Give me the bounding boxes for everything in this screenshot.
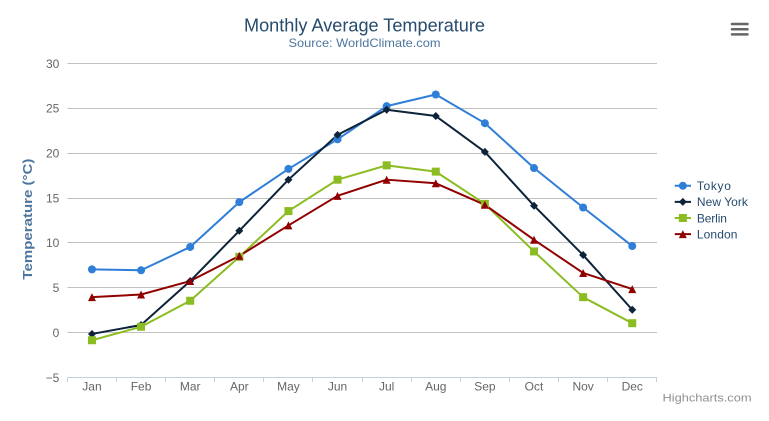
svg-text:Monthly Average Temperature: Monthly Average Temperature bbox=[244, 16, 485, 36]
svg-text:Highcharts.com: Highcharts.com bbox=[663, 392, 752, 404]
svg-text:30: 30 bbox=[46, 57, 60, 71]
svg-text:New York: New York bbox=[697, 195, 749, 209]
svg-text:Oct: Oct bbox=[525, 380, 544, 394]
svg-text:Source: WorldClimate.com: Source: WorldClimate.com bbox=[289, 36, 441, 50]
svg-text:0: 0 bbox=[53, 326, 60, 340]
svg-text:Dec: Dec bbox=[622, 380, 643, 394]
svg-text:Aug: Aug bbox=[425, 380, 446, 394]
svg-text:15: 15 bbox=[46, 191, 60, 205]
svg-text:Tokyo: Tokyo bbox=[697, 179, 731, 193]
svg-text:Jan: Jan bbox=[82, 380, 101, 394]
svg-text:25: 25 bbox=[46, 102, 60, 116]
svg-text:Apr: Apr bbox=[230, 380, 249, 394]
svg-text:Jul: Jul bbox=[379, 380, 394, 394]
svg-text:Temperature (°C): Temperature (°C) bbox=[20, 159, 35, 280]
svg-text:London: London bbox=[697, 227, 738, 241]
svg-text:Nov: Nov bbox=[572, 380, 593, 394]
svg-text:Berlin: Berlin bbox=[697, 211, 727, 225]
svg-text:10: 10 bbox=[46, 236, 60, 250]
svg-text:Jun: Jun bbox=[328, 380, 347, 394]
svg-text:20: 20 bbox=[46, 147, 60, 161]
svg-text:5: 5 bbox=[53, 281, 60, 295]
svg-text:−5: −5 bbox=[46, 371, 60, 385]
svg-text:Mar: Mar bbox=[180, 380, 201, 394]
svg-text:Feb: Feb bbox=[131, 380, 152, 394]
svg-text:Sep: Sep bbox=[474, 380, 496, 394]
svg-text:May: May bbox=[277, 380, 300, 394]
